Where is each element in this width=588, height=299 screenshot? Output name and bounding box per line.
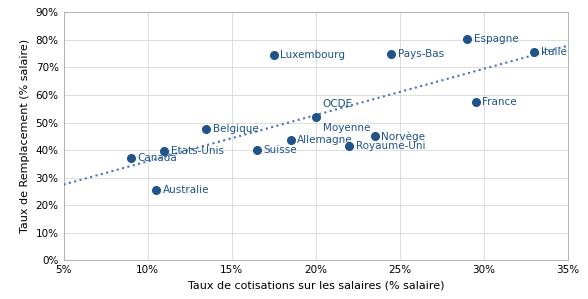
Point: [151, 187, 161, 192]
Point: [286, 138, 295, 143]
Point: [387, 51, 396, 56]
Text: Luxembourg: Luxembourg: [280, 50, 346, 60]
Text: Espagne: Espagne: [474, 33, 519, 43]
Point: [345, 144, 354, 148]
Text: Suisse: Suisse: [263, 145, 298, 155]
Text: Italie: Italie: [541, 47, 567, 57]
Text: Pays-Bas: Pays-Bas: [398, 49, 445, 59]
Text: Allemagne: Allemagne: [298, 135, 353, 145]
Text: Canada: Canada: [138, 153, 177, 163]
X-axis label: Taux de cotisations sur les salaires (% salaire): Taux de cotisations sur les salaires (% …: [188, 281, 444, 291]
Point: [160, 149, 169, 154]
Point: [269, 53, 279, 57]
Text: Norvège: Norvège: [382, 131, 425, 141]
Y-axis label: Taux de Remplacement (% salaire): Taux de Remplacement (% salaire): [20, 39, 30, 233]
Point: [252, 148, 262, 152]
Point: [370, 134, 379, 139]
Text: Australie: Australie: [163, 185, 209, 195]
Text: Royaume-Uni: Royaume-Uni: [356, 141, 426, 151]
Point: [126, 156, 135, 161]
Text: OCDE: OCDE: [323, 99, 353, 109]
Text: Belgique: Belgique: [213, 124, 259, 135]
Point: [311, 115, 320, 119]
Point: [530, 50, 539, 55]
Text: Etats-Unis: Etats-Unis: [171, 147, 224, 156]
Point: [202, 127, 211, 132]
Text: France: France: [482, 97, 517, 107]
Text: Moyenne: Moyenne: [323, 123, 370, 132]
Point: [471, 100, 480, 104]
Point: [463, 36, 472, 41]
